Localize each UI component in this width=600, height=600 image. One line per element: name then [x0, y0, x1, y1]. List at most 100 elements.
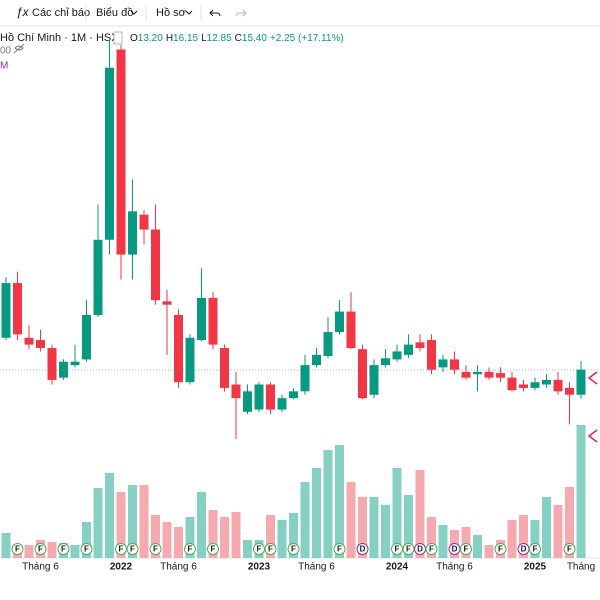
volume-bar [185, 517, 195, 558]
candle-body [59, 361, 68, 378]
ohlc-value: 13.20 [138, 33, 163, 44]
event-label: F [464, 545, 469, 554]
candle-body [1, 283, 11, 338]
candle-body [243, 391, 252, 412]
candle-body [438, 359, 448, 368]
candle-body [381, 358, 390, 366]
candle-body [346, 311, 356, 349]
candle-body [185, 337, 195, 383]
event-label: D [360, 545, 366, 554]
toolbar [0, 0, 600, 26]
chevron [130, 10, 138, 15]
event-label: F [84, 545, 89, 554]
volume-bar [128, 485, 137, 558]
candle-body [404, 344, 413, 355]
event-marker [494, 543, 507, 555]
event-marker [333, 543, 346, 555]
event-label: F [61, 545, 66, 554]
candle-body [13, 283, 22, 335]
event-marker [529, 543, 541, 555]
volume-bar [507, 520, 517, 558]
candle-body [553, 379, 563, 392]
x-tick-label: Tháng 6 [436, 562, 473, 573]
candle-body [36, 340, 45, 349]
candle-body [496, 373, 505, 378]
volume-bar [162, 522, 172, 558]
event-label: F [533, 545, 538, 554]
candle-body [392, 351, 402, 360]
ohlc-values: O13.20 H16.15 L12.85 C15.40 +2.25 (+17.11%) [130, 33, 344, 44]
ohlc-key: L [201, 33, 207, 44]
event-label: F [188, 545, 193, 554]
volume-bar [323, 450, 333, 558]
redo[interactable] [235, 9, 247, 17]
event-label: F [130, 545, 135, 554]
candle-body [530, 382, 540, 388]
candle-body [484, 371, 494, 378]
event-label: D [521, 545, 527, 554]
volume-bar [415, 470, 425, 558]
candle-body [519, 384, 528, 388]
candle-body [162, 301, 172, 305]
x-tick-label: 2022 [110, 562, 133, 573]
volume-bar [300, 482, 310, 558]
event-label: F [15, 545, 20, 554]
candle-body [231, 384, 241, 399]
candle-body [128, 211, 137, 255]
volume-bar [1, 533, 11, 558]
chevron [185, 10, 193, 15]
event-marker [460, 543, 472, 555]
ohlc-change: +2.25 (+17.11%) [270, 33, 344, 44]
candle-body [576, 369, 586, 395]
candle-body [139, 214, 149, 230]
indicators-button[interactable]: Các chỉ báo [32, 7, 90, 19]
candle-body [151, 229, 160, 301]
event-label: F [337, 545, 342, 554]
candle-body [289, 391, 298, 399]
event-marker [563, 543, 576, 555]
ohlc-legend: O13.20 H16.15 L12.85 C15.40 +2.25 (+17.11%) [130, 33, 344, 44]
profile-button[interactable]: Hồ sơ [156, 7, 186, 19]
volume-bar [392, 468, 402, 558]
candle-body [70, 361, 80, 366]
event-label: F [291, 545, 296, 554]
undo[interactable] [209, 9, 221, 17]
volume-bar [427, 517, 436, 558]
ohlc-key: H [166, 33, 173, 44]
event-label: F [257, 545, 262, 554]
volume-bar [231, 512, 241, 558]
volume-bar [369, 497, 379, 558]
volume-bar [243, 540, 252, 558]
candle-body [415, 342, 425, 349]
x-tick-label: Tháng 6 [298, 562, 335, 573]
candle-body [369, 365, 379, 395]
volume-bar [151, 515, 160, 558]
candle-body [220, 348, 229, 388]
ohlc-value: 12.85 [207, 33, 232, 44]
candle-body [197, 297, 206, 341]
volume-bar [530, 520, 540, 558]
volume-bar [266, 515, 275, 558]
volume-bar [404, 495, 413, 558]
volume-bar [484, 545, 494, 558]
candle-body [565, 387, 574, 395]
arrow-annotation [587, 371, 598, 385]
volume-bar [208, 510, 218, 558]
candle-body [473, 371, 482, 375]
candle-body [174, 314, 183, 383]
event-marker [425, 543, 438, 555]
candle-body [312, 354, 321, 366]
volume-bar [277, 520, 287, 558]
x-tick-label: 2024 [386, 562, 409, 573]
chart-button[interactable]: Biểu đồ [96, 7, 133, 19]
event-label: D [452, 545, 458, 554]
volume-bar [565, 487, 574, 558]
event-label: F [429, 545, 434, 554]
eye-hidden-icon[interactable] [13, 43, 25, 54]
volume-bar [220, 517, 229, 558]
candle-body [335, 311, 344, 333]
candle-body [82, 314, 91, 360]
fx-icon[interactable]: ƒx [16, 5, 30, 19]
volume-bar [289, 513, 298, 558]
event-label: F [567, 545, 572, 554]
